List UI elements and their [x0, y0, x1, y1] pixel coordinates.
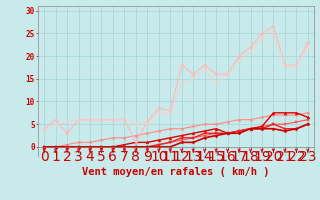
X-axis label: Vent moyen/en rafales ( km/h ): Vent moyen/en rafales ( km/h ): [82, 167, 270, 177]
